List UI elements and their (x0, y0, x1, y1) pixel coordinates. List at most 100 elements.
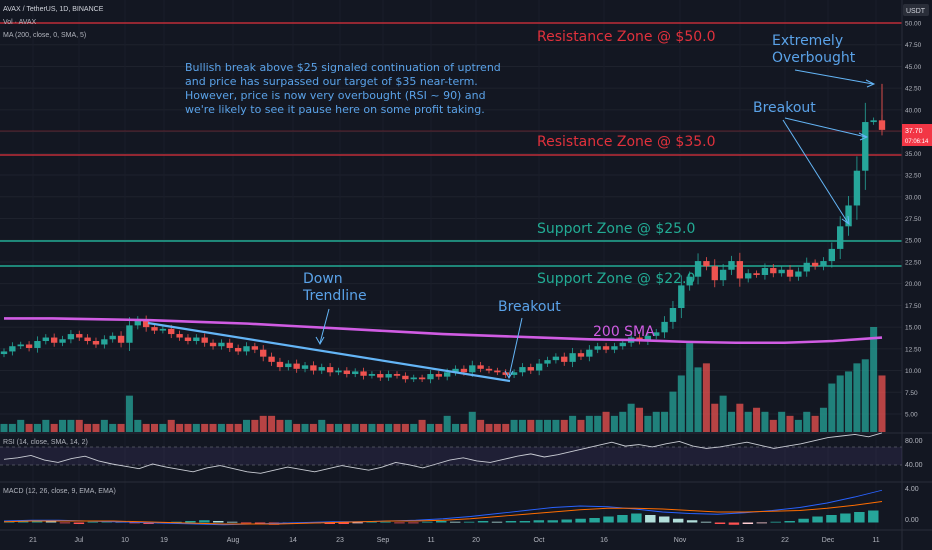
macd-histogram-bar (728, 522, 740, 525)
volume-bar (527, 419, 535, 432)
price-tick: 40.00 (905, 107, 922, 114)
candle-body (301, 365, 309, 369)
macd-histogram-bar (380, 521, 391, 523)
macd-histogram-bar (756, 522, 768, 524)
price-axis-ticks: 5.00 7.50 10.00 12.50 15.00 17.50 20.00 22.50 25… (905, 21, 922, 419)
time-axis[interactable]: 21 Jul 10 19 Aug 14 23 Sep 11 20 Oct 16 Nov 13 22 Dec 11 (29, 537, 880, 544)
volume-bar (201, 423, 209, 432)
candle-body (552, 356, 560, 361)
volume-bar (59, 419, 67, 432)
macd-legend[interactable]: MACD (12, 26, close, 9, EMA, EMA) (3, 488, 116, 495)
volume-bar (268, 415, 276, 432)
price-tick: 35.00 (905, 151, 922, 158)
macd-histogram-bar (4, 521, 15, 523)
candle-body (335, 370, 342, 373)
candle-body (276, 361, 284, 368)
volume-bar (276, 419, 284, 432)
volume-bar (25, 423, 33, 432)
candle-body (561, 356, 568, 362)
time-tick: 20 (472, 537, 480, 544)
candle-body (234, 347, 242, 352)
candle-body (795, 271, 802, 277)
candle-body (820, 261, 827, 267)
candle-body (101, 339, 108, 345)
volume-bar (694, 367, 702, 432)
volume-bar (778, 411, 786, 432)
ma-legend[interactable]: MA (200, close, 0, SMA, 5) (3, 32, 86, 39)
volume-bar (870, 327, 878, 432)
price-tick: 30.00 (905, 194, 922, 201)
macd-histogram-bar (324, 522, 335, 524)
macd-histogram-bar (352, 522, 363, 524)
candle-body (669, 307, 677, 322)
candle-body (519, 367, 526, 373)
volume-bar (318, 419, 326, 432)
price-tick: 22.50 (905, 259, 922, 266)
rsi-legend[interactable]: RSI (14, close, SMA, 14, 2) (3, 439, 88, 446)
volume-bar (360, 423, 368, 432)
price-tick: 12.50 (905, 346, 922, 353)
macd-histogram-bar (589, 518, 600, 523)
symbol-title[interactable]: AVAX / TetherUS, 1D, BINANCE (3, 6, 104, 13)
price-tick: 27.50 (905, 216, 922, 223)
volume-bar (669, 391, 677, 432)
overbought-label-1: Extremely (772, 33, 843, 49)
candle-body (285, 363, 292, 368)
candle-body (686, 276, 693, 286)
price-axis[interactable] (902, 0, 932, 550)
currency-badge[interactable] (903, 4, 929, 16)
macd-histogram-bar (868, 510, 879, 523)
volume-bar (309, 423, 317, 432)
volume-bar (259, 415, 267, 432)
down-trendline[interactable] (147, 321, 511, 383)
volume-bar (17, 419, 25, 432)
macd-line[interactable] (3, 489, 883, 526)
sma-200-line[interactable] (4, 317, 883, 345)
volume-bar (368, 423, 376, 432)
svg-text:07:06:14: 07:06:14 (905, 139, 929, 145)
macd-histogram-bar (645, 515, 656, 523)
volume-bar (100, 419, 108, 432)
volume-legend[interactable]: Vol · AVAX (3, 19, 37, 26)
signal-line[interactable] (3, 501, 883, 525)
volume-bar (334, 423, 342, 432)
macd-histogram-bar (477, 521, 489, 523)
macd-histogram-bar (812, 516, 823, 523)
candle-body (870, 120, 877, 123)
macd-histogram-bar (575, 518, 586, 523)
candle-body (527, 367, 534, 371)
candle-body (845, 205, 852, 227)
candle-body (243, 346, 250, 352)
candle-body (251, 346, 259, 350)
candle-body (477, 365, 484, 369)
time-tick: 16 (600, 537, 608, 544)
volume-bar (794, 419, 802, 432)
volume-bar (109, 423, 117, 432)
macd-histogram-bar (770, 521, 781, 523)
candle-body (326, 367, 334, 373)
candle-body (878, 120, 886, 130)
volume-bar (0, 423, 8, 432)
volume-bar (819, 407, 827, 432)
volume-bar (426, 423, 434, 432)
volume-bar (92, 423, 100, 432)
candle-body (34, 341, 41, 348)
volume-bar (686, 343, 694, 432)
volume-bar (485, 423, 493, 432)
candle-body (76, 334, 83, 338)
volume-bar (853, 363, 861, 432)
time-tick: Sep (377, 537, 390, 544)
macd-histogram-bar (87, 521, 99, 523)
candle-body (485, 368, 493, 371)
macd-histogram-bar (143, 522, 154, 524)
volume-bar (560, 419, 568, 432)
candle-body (260, 349, 267, 357)
candle-body (460, 368, 468, 373)
volume-bar (744, 411, 752, 432)
candle-body (117, 335, 125, 343)
volume-bar (627, 403, 635, 432)
rsi-line[interactable] (3, 432, 883, 474)
volume-bar (209, 423, 217, 432)
macd-histogram-bar (840, 513, 851, 523)
